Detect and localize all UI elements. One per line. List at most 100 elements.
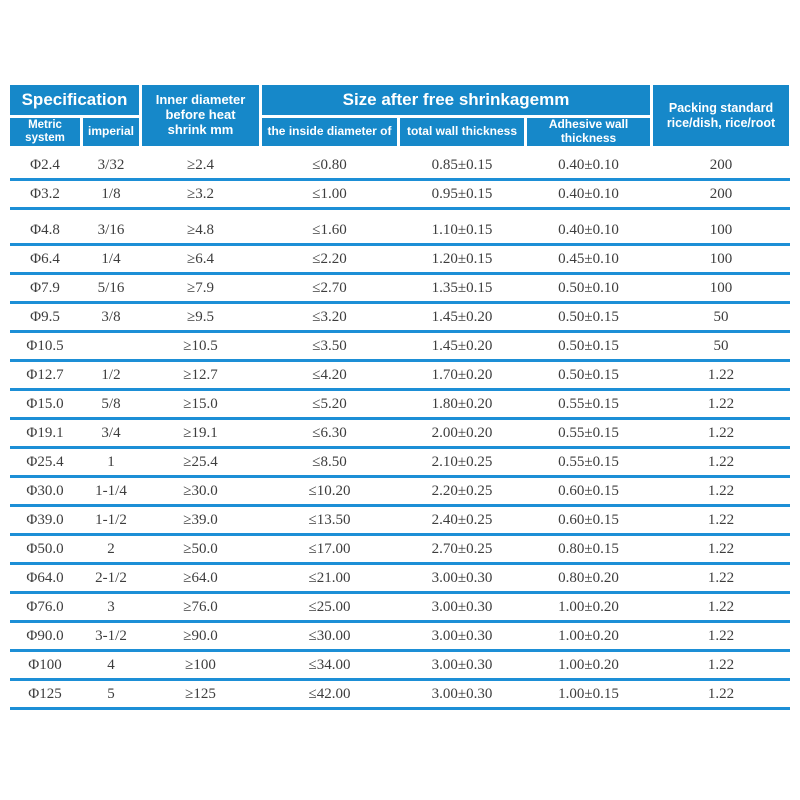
cell-total_wall_thickness: 2.00±0.20	[431, 424, 493, 441]
cell-metric_system: Φ15.0	[26, 395, 64, 412]
cell-inner_diameter_before_heat_shrink_mm: ≥76.0	[183, 598, 218, 615]
header-inside-diameter: the inside diameter of	[262, 118, 397, 146]
header-size-after-shrinkage-label: Size after free shrinkagemm	[342, 90, 570, 110]
cell-packing_standard: 50	[713, 337, 729, 354]
cell-imperial: 3/32	[97, 156, 125, 173]
cell-metric_system: Φ25.4	[26, 453, 64, 470]
cell-packing_standard: 50	[713, 308, 729, 325]
cell-metric_system: Φ30.0	[26, 482, 64, 499]
table-row: Φ7.9 5/16 ≥7.9 ≤2.70 1.35±0.15 0.50±0.10 100	[10, 275, 790, 304]
table-row: Φ100 4 ≥100 ≤34.00 3.00±0.30 1.00±0.20 1.22	[10, 652, 790, 681]
cell-metric_system: Φ19.1	[26, 424, 64, 441]
cell-metric_system: Φ64.0	[26, 569, 64, 586]
cell-packing_standard: 200	[709, 156, 733, 173]
cell-metric_system: Φ39.0	[26, 511, 64, 528]
cell-imperial: 5/16	[97, 279, 125, 296]
header-inside-diameter-label: the inside diameter of	[267, 124, 392, 139]
table-row: Φ50.0 2 ≥50.0 ≤17.00 2.70±0.25 0.80±0.15 1.22	[10, 536, 790, 565]
header-packing-standard: Packing standard rice/dish, rice/root	[653, 85, 789, 146]
cell-imperial: 4	[107, 656, 115, 673]
header-inner-diameter-before: Inner diameter before heat shrink mm	[142, 85, 259, 146]
cell-packing_standard: 1.22	[707, 453, 735, 470]
cell-total_wall_thickness: 3.00±0.30	[431, 627, 493, 644]
cell-inside_diameter_after_shrinkage: ≤6.30	[312, 424, 347, 441]
cell-inside_diameter_after_shrinkage: ≤42.00	[308, 685, 351, 702]
cell-inside_diameter_after_shrinkage: ≤25.00	[308, 598, 351, 615]
cell-adhesive_wall_thickness: 1.00±0.20	[558, 656, 619, 673]
table-body: Φ2.4 3/32 ≥2.4 ≤0.80 0.85±0.15 0.40±0.10 200 Φ3…	[10, 152, 790, 710]
cell-adhesive_wall_thickness: 0.80±0.15	[558, 540, 619, 557]
cell-packing_standard: 100	[709, 250, 733, 267]
cell-inside_diameter_after_shrinkage: ≤3.50	[312, 337, 347, 354]
cell-inside_diameter_after_shrinkage: ≤30.00	[308, 627, 351, 644]
cell-imperial: 1	[107, 453, 115, 470]
header-specification-label: Specification	[21, 90, 128, 110]
cell-imperial: 1/4	[101, 250, 121, 267]
cell-inside_diameter_after_shrinkage: ≤34.00	[308, 656, 351, 673]
cell-total_wall_thickness: 2.20±0.25	[431, 482, 493, 499]
header-packing-standard-line1: Packing standard	[668, 101, 774, 116]
cell-metric_system: Φ76.0	[26, 598, 64, 615]
cell-inner_diameter_before_heat_shrink_mm: ≥90.0	[183, 627, 218, 644]
cell-packing_standard: 1.22	[707, 627, 735, 644]
table-row: Φ90.0 3-1/2 ≥90.0 ≤30.00 3.00±0.30 1.00±0.20 1…	[10, 623, 790, 652]
cell-adhesive_wall_thickness: 0.45±0.10	[558, 250, 619, 267]
cell-metric_system: Φ90.0	[26, 627, 64, 644]
cell-packing_standard: 1.22	[707, 598, 735, 615]
cell-metric_system: Φ4.8	[30, 221, 60, 238]
header-imperial: imperial	[83, 118, 139, 146]
header-packing-standard-line2: rice/dish, rice/root	[666, 115, 776, 130]
cell-inside_diameter_after_shrinkage: ≤1.60	[312, 221, 347, 238]
spec-table: Specification Metric system imperial Inn…	[10, 85, 790, 710]
cell-total_wall_thickness: 1.70±0.20	[431, 366, 493, 383]
cell-total_wall_thickness: 1.10±0.15	[431, 221, 493, 238]
cell-inside_diameter_after_shrinkage: ≤0.80	[312, 156, 347, 173]
cell-packing_standard: 1.22	[707, 685, 735, 702]
cell-adhesive_wall_thickness: 0.55±0.15	[558, 424, 619, 441]
cell-adhesive_wall_thickness: 0.50±0.15	[558, 337, 619, 354]
header-imperial-label: imperial	[87, 124, 135, 139]
cell-imperial: 3/8	[101, 308, 121, 325]
cell-inner_diameter_before_heat_shrink_mm: ≥9.5	[187, 308, 214, 325]
cell-inner_diameter_before_heat_shrink_mm: ≥2.4	[187, 156, 214, 173]
cell-total_wall_thickness: 0.85±0.15	[431, 156, 493, 173]
cell-metric_system: Φ2.4	[30, 156, 60, 173]
cell-metric_system: Φ3.2	[30, 185, 60, 202]
cell-total_wall_thickness: 1.45±0.20	[431, 337, 493, 354]
header-total-wall-thickness: total wall thickness	[400, 118, 524, 146]
cell-metric_system: Φ10.5	[26, 337, 64, 354]
table-row: Φ15.0 5/8 ≥15.0 ≤5.20 1.80±0.20 0.55±0.15 1.22	[10, 391, 790, 420]
cell-adhesive_wall_thickness: 0.50±0.10	[558, 279, 619, 296]
table-row: Φ2.4 3/32 ≥2.4 ≤0.80 0.85±0.15 0.40±0.10 200	[10, 152, 790, 181]
cell-inner_diameter_before_heat_shrink_mm: ≥39.0	[183, 511, 218, 528]
cell-total_wall_thickness: 3.00±0.30	[431, 656, 493, 673]
cell-total_wall_thickness: 3.00±0.30	[431, 598, 493, 615]
cell-inner_diameter_before_heat_shrink_mm: ≥10.5	[183, 337, 218, 354]
cell-total_wall_thickness: 3.00±0.30	[431, 569, 493, 586]
cell-inside_diameter_after_shrinkage: ≤17.00	[308, 540, 351, 557]
cell-adhesive_wall_thickness: 0.50±0.15	[558, 308, 619, 325]
cell-total_wall_thickness: 2.70±0.25	[431, 540, 493, 557]
cell-adhesive_wall_thickness: 0.40±0.10	[558, 221, 619, 238]
cell-inner_diameter_before_heat_shrink_mm: ≥6.4	[187, 250, 214, 267]
table-row: Φ3.2 1/8 ≥3.2 ≤1.00 0.95±0.15 0.40±0.10 200	[10, 181, 790, 210]
table-row: Φ12.7 1/2 ≥12.7 ≤4.20 1.70±0.20 0.50±0.15 1.22	[10, 362, 790, 391]
cell-inside_diameter_after_shrinkage: ≤4.20	[312, 366, 347, 383]
cell-inner_diameter_before_heat_shrink_mm: ≥15.0	[183, 395, 218, 412]
cell-adhesive_wall_thickness: 0.55±0.15	[558, 395, 619, 412]
cell-total_wall_thickness: 1.80±0.20	[431, 395, 493, 412]
cell-adhesive_wall_thickness: 1.00±0.15	[558, 685, 619, 702]
cell-imperial: 5/8	[101, 395, 121, 412]
cell-imperial: 1/8	[101, 185, 121, 202]
cell-imperial: 1-1/4	[95, 482, 127, 499]
cell-inner_diameter_before_heat_shrink_mm: ≥64.0	[183, 569, 218, 586]
cell-inside_diameter_after_shrinkage: ≤1.00	[312, 185, 347, 202]
cell-adhesive_wall_thickness: 0.80±0.20	[558, 569, 619, 586]
cell-metric_system: Φ7.9	[30, 279, 60, 296]
table-row: Φ10.5 ≥10.5 ≤3.50 1.45±0.20 0.50±0.15 50	[10, 333, 790, 362]
cell-packing_standard: 1.22	[707, 424, 735, 441]
header-metric-system-label: Metric system	[25, 118, 65, 144]
cell-adhesive_wall_thickness: 1.00±0.20	[558, 598, 619, 615]
cell-packing_standard: 1.22	[707, 540, 735, 557]
